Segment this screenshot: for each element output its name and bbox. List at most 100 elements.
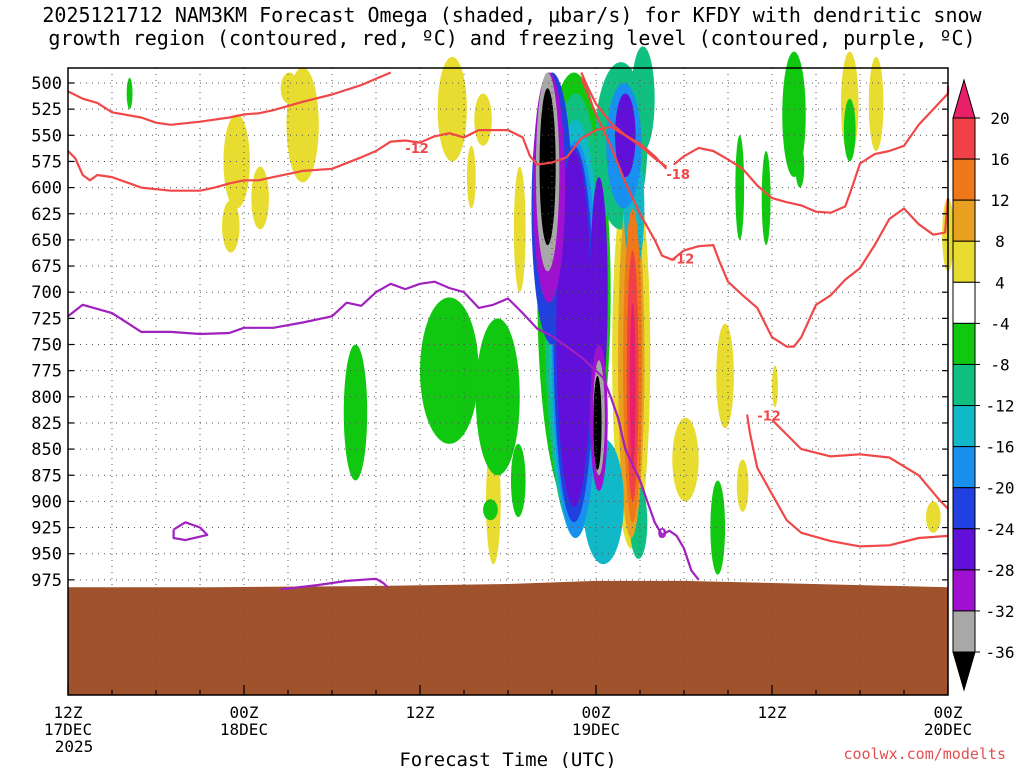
omega-shade-blob [513, 166, 526, 293]
omega-shade-blob [126, 77, 133, 110]
colorbar-tick-label: 8 [995, 232, 1005, 251]
omega-shade-blob [466, 145, 476, 209]
y-tick-label: 975 [31, 571, 62, 591]
x-tick-label: 12Z [406, 703, 435, 722]
contour-label: -12 [757, 410, 781, 425]
y-tick-label: 875 [31, 466, 62, 486]
colorbar-band [952, 322, 976, 365]
omega-shade-blob [772, 365, 778, 408]
colorbar-band [952, 240, 976, 283]
y-tick-label: 700 [31, 283, 62, 303]
omega-shade-blob [710, 480, 726, 575]
omega-shade-blob [926, 501, 941, 533]
ground-layer [68, 580, 948, 695]
colorbar-band [952, 117, 976, 160]
freezing-level-contour-line [172, 521, 209, 542]
y-tick-label: 550 [31, 126, 62, 146]
y-tick-label: 950 [31, 545, 62, 565]
x-tick-label: 17DEC [44, 720, 92, 739]
x-tick-label: 12Z [758, 703, 787, 722]
colorbar-band [952, 363, 976, 407]
omega-shade-blob [251, 166, 269, 230]
colorbar-band [952, 528, 976, 571]
colorbar-tick-label: -32 [986, 602, 1015, 621]
colorbar-band [952, 199, 976, 242]
contour-layer [67, 71, 950, 591]
x-tick-label: 00Z [934, 703, 963, 722]
omega-shade-blob [539, 88, 556, 246]
omega-shade-blob [483, 499, 498, 521]
colorbar-band [952, 487, 976, 530]
omega-shade-blob [474, 93, 492, 146]
omega-shade-blob [590, 177, 608, 408]
dgz-contour-line [67, 71, 392, 126]
colorbar-tick-label: 12 [990, 191, 1009, 210]
colorbar-tick-label: 20 [990, 109, 1009, 128]
omega-shade-blob [795, 145, 805, 188]
y-tick-label: 850 [31, 440, 62, 460]
x-tick-label: 2025 [55, 737, 94, 756]
colorbar-top-arrow [952, 78, 976, 119]
title-line-2: growth region (contoured, red, ºC) and f… [48, 26, 976, 50]
omega-shade-blob [672, 417, 699, 502]
axes-layer: 500 525 550 575 600 625 650 675 700 725 750 775 800 8… [31, 74, 972, 756]
y-tick-label: 525 [31, 100, 62, 120]
colorbar-band [952, 405, 976, 448]
y-tick-label: 675 [31, 257, 62, 277]
colorbar-tick-label: -12 [986, 397, 1015, 416]
omega-shade-blob [343, 344, 368, 481]
omega-shading-layer [126, 46, 954, 575]
omega-shade-blob [629, 302, 636, 471]
y-tick-label: 575 [31, 152, 62, 172]
dgz-contour-line [673, 86, 950, 214]
freezing-level-contour-line [280, 577, 389, 591]
colorbar-tick-label: -28 [986, 561, 1015, 580]
colorbar-tick-label: -8 [990, 355, 1009, 374]
freezing-level-contour-line [67, 280, 700, 581]
colorbar-bottom-arrow [952, 651, 976, 692]
colorbar-band [952, 446, 976, 489]
x-tick-label: 12Z [54, 703, 83, 722]
contour-label: -18 [666, 168, 690, 183]
x-tick-label: 00Z [230, 703, 259, 722]
title-line-1: 2025121712 NAM3KM Forecast Omega (shaded… [42, 3, 982, 27]
colorbar-tick-label: 4 [995, 273, 1005, 292]
omega-shade-blob [475, 318, 520, 476]
colorbar-band [952, 610, 976, 653]
x-tick-label: 20DEC [924, 720, 972, 739]
omega-shade-blob [761, 150, 771, 246]
colorbar-tick-label: -4 [990, 314, 1009, 333]
dgz-contour-line [771, 419, 949, 510]
y-tick-label: 500 [31, 74, 62, 94]
omega-shade-blob [843, 98, 856, 162]
omega-shade-blob [280, 72, 299, 104]
colorbar-tick-label: -16 [986, 438, 1015, 457]
x-tick-label: 00Z [582, 703, 611, 722]
ground-surface [68, 580, 948, 695]
omega-shade-blob [556, 150, 592, 507]
omega-shade-blob [736, 459, 749, 512]
colorbar-tick-label: -24 [986, 520, 1015, 539]
y-tick-label: 725 [31, 309, 62, 329]
y-tick-label: 900 [31, 492, 62, 512]
contour-label: 0 [658, 527, 667, 542]
y-tick-label: 800 [31, 388, 62, 408]
omega-shade-blob [735, 135, 745, 240]
y-tick-label: 750 [31, 336, 62, 356]
y-tick-label: 825 [31, 414, 62, 434]
site-credit: coolwx.com/modelts [843, 745, 1006, 763]
dgz-contour-line [580, 77, 950, 348]
omega-shade-blob [593, 375, 602, 471]
colorbar-tick-label: -36 [986, 643, 1015, 662]
y-tick-label: 925 [31, 519, 62, 539]
x-tick-label: 19DEC [572, 720, 620, 739]
dgz-contour-line [746, 414, 949, 548]
omega-shade-blob [222, 200, 240, 253]
contour-label-layer: -12 -18 -12 -12 0 [405, 142, 781, 542]
y-tick-label: 775 [31, 362, 62, 382]
y-tick-label: 600 [31, 179, 62, 199]
omega-shade-blob [420, 297, 479, 444]
contour-label: -12 [405, 142, 429, 157]
y-tick-label: 625 [31, 205, 62, 225]
